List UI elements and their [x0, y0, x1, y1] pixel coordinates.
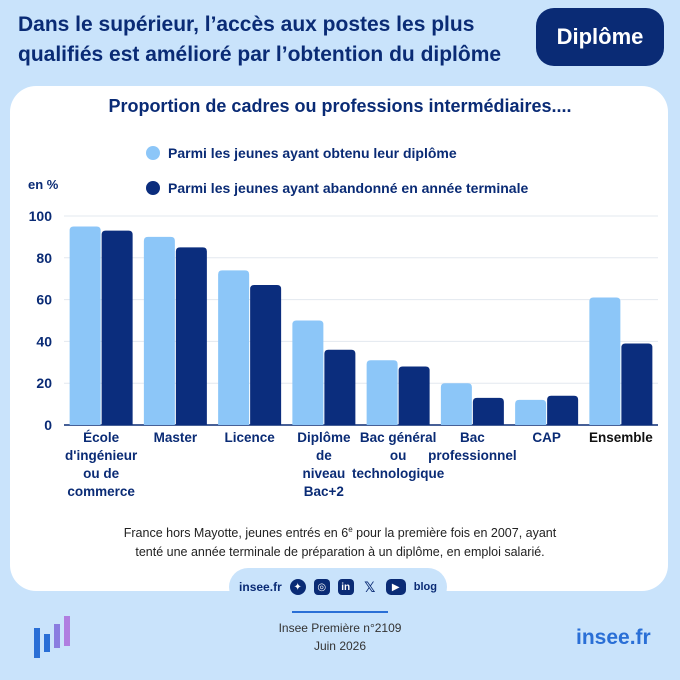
linkedin-icon[interactable]: in [337, 579, 354, 595]
y-tick-label: 0 [44, 417, 52, 433]
x-icon[interactable]: 𝕏 [364, 578, 376, 595]
x-tick-label: Bac général ou technologique [352, 430, 445, 481]
x-tick-label: Ensemble [589, 430, 653, 445]
source-note: France hors Mayotte, jeunes entrés en 6e… [60, 520, 620, 562]
bar-abandon [250, 284, 282, 425]
y-tick-label: 60 [36, 292, 52, 308]
social-links: insee.fr ✦ ◎ in 𝕏 ▶ blog [229, 568, 447, 606]
publication-title: Insee Première n°2109 [278, 621, 402, 635]
bar-diplome [589, 297, 621, 425]
bar-diplome [515, 399, 547, 425]
y-tick-label: 40 [36, 333, 52, 349]
legend-label-diplome: Parmi les jeunes ayant obtenu leur diplô… [168, 145, 457, 161]
headline-line-1: Dans le supérieur, l’accès aux postes le… [18, 13, 475, 36]
bar-abandon [175, 247, 207, 425]
legend-swatch-dark [146, 181, 160, 195]
x-tick-label: Bac professionnel [428, 430, 517, 463]
bar-abandon [324, 349, 356, 425]
diplome-badge: Diplôme [536, 8, 664, 66]
instagram-icon[interactable]: ◎ [313, 579, 330, 595]
x-tick-label: Licence [224, 430, 275, 445]
x-tick-label: Master [154, 430, 198, 445]
x-tick-label: CAP [532, 430, 561, 445]
y-axis-unit: en % [28, 177, 59, 192]
headline-line-2: qualifiés est amélioré par l’obtention d… [18, 43, 502, 66]
bar-diplome [218, 270, 250, 425]
source-note-line-1: France hors Mayotte, jeunes entrés en 6e… [123, 525, 557, 541]
publication-info: Insee Première n°2109 Juin 2026 [0, 619, 680, 655]
blog-icon[interactable]: blog [413, 581, 437, 593]
site-link[interactable]: insee.fr [576, 626, 651, 649]
insee-logo-icon [34, 616, 70, 658]
bar-diplome [292, 320, 324, 425]
legend-item-abandon: Parmi les jeunes ayant abandonné en anné… [146, 180, 528, 196]
bluesky-icon[interactable]: ✦ [289, 579, 306, 595]
legend-swatch-light [146, 146, 160, 160]
publication-date: Juin 2026 [313, 639, 367, 653]
legend-item-diplome: Parmi les jeunes ayant obtenu leur diplô… [146, 145, 457, 161]
bar-diplome [69, 226, 101, 425]
legend-label-abandon: Parmi les jeunes ayant abandonné en anné… [168, 180, 529, 196]
bar-abandon [621, 343, 653, 425]
youtube-icon[interactable]: ▶ [385, 579, 406, 595]
bar-diplome [143, 236, 175, 425]
y-tick-label: 100 [29, 208, 53, 224]
bar-abandon [547, 395, 579, 425]
bar-diplome [440, 383, 472, 425]
chart-title: Proportion de cadres ou professions inte… [108, 96, 572, 116]
x-tick-label: École d'ingénieur ou de commerce [65, 430, 138, 499]
bar-diplome [366, 360, 398, 425]
headline: Dans le supérieur, l’accès aux postes le… [18, 10, 538, 70]
x-tick-label: Diplôme de niveau Bac+2 [297, 430, 351, 499]
footer-divider [292, 611, 388, 613]
bar-abandon [472, 397, 504, 425]
social-site-label[interactable]: insee.fr [239, 580, 282, 594]
bar-chart: 0 20 40 60 80 100 École d'ingénieur ou de commerc… [29, 208, 658, 499]
source-note-line-2: tenté une année terminale de préparation… [135, 545, 545, 560]
bar-abandon [101, 230, 133, 425]
y-tick-label: 20 [36, 375, 52, 391]
bar-abandon [398, 366, 430, 425]
y-tick-label: 80 [36, 250, 52, 266]
